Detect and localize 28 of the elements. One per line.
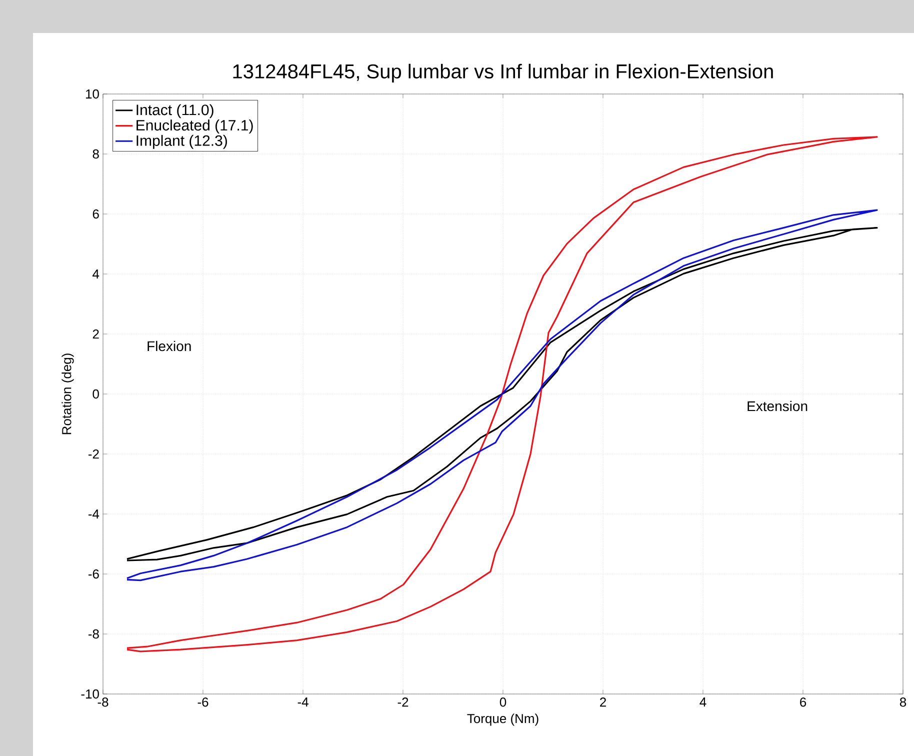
x-tick-label: -6 bbox=[198, 698, 208, 707]
annotation: Extension bbox=[748, 400, 808, 412]
y-tick-label: -6 bbox=[88, 569, 99, 579]
y-tick-label: -8 bbox=[88, 629, 99, 639]
legend-label: Implant (12.3) bbox=[136, 134, 227, 149]
line-series bbox=[126, 136, 878, 652]
y-tick-label: 4 bbox=[92, 270, 100, 278]
x-tick-label: 4 bbox=[700, 698, 706, 706]
annotation: Flexion bbox=[148, 340, 191, 352]
y-axis-title: Rotation (deg) bbox=[62, 354, 74, 434]
x-tick-label: 6 bbox=[800, 698, 806, 707]
legend-label: Intact (11.0) bbox=[136, 104, 214, 118]
legend-label: Enucleated (17.1) bbox=[136, 120, 253, 134]
chart-title: 1312484FL45, Sup lumbar vs Inf lumbar in Flexion-Extension bbox=[233, 64, 773, 82]
x-axis-title: Torque (Nm) bbox=[467, 714, 538, 726]
y-tick-label: -2 bbox=[88, 449, 99, 459]
x-tick-label: -4 bbox=[298, 698, 308, 706]
y-tick-label: -10 bbox=[81, 689, 99, 699]
y-tick-label: -4 bbox=[88, 510, 100, 518]
y-tick-label: 2 bbox=[92, 329, 99, 339]
x-tick-label: -2 bbox=[398, 698, 408, 707]
y-tick-label: 6 bbox=[92, 209, 99, 219]
x-tick-label: 2 bbox=[600, 698, 606, 707]
y-tick-label: 8 bbox=[92, 149, 99, 159]
x-tick-label: 8 bbox=[900, 698, 906, 707]
x-tick-label: 0 bbox=[500, 698, 506, 707]
y-tick-label: 10 bbox=[86, 89, 99, 99]
y-tick-label: 0 bbox=[92, 389, 99, 399]
